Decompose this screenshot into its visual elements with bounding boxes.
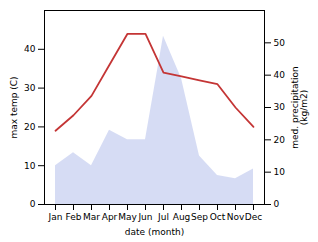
svg-text:40: 40 xyxy=(274,70,286,80)
svg-text:Nov: Nov xyxy=(227,212,245,222)
svg-text:max temp (C): max temp (C) xyxy=(9,76,19,138)
svg-text:50: 50 xyxy=(274,38,286,48)
svg-text:Jun: Jun xyxy=(137,212,152,222)
svg-text:Jan: Jan xyxy=(48,212,63,222)
svg-text:Mar: Mar xyxy=(83,212,100,222)
svg-text:Aug: Aug xyxy=(173,212,191,222)
svg-text:20: 20 xyxy=(24,122,36,132)
svg-text:Feb: Feb xyxy=(66,212,82,222)
svg-text:Jul: Jul xyxy=(157,212,169,222)
svg-text:Apr: Apr xyxy=(102,212,118,222)
svg-text:Oct: Oct xyxy=(210,212,226,222)
svg-text:date (month): date (month) xyxy=(125,227,184,237)
svg-text:10: 10 xyxy=(24,161,36,171)
svg-text:30: 30 xyxy=(24,83,36,93)
svg-text:40: 40 xyxy=(24,44,36,54)
svg-text:May: May xyxy=(118,212,137,222)
svg-text:20: 20 xyxy=(274,135,286,145)
svg-text:0: 0 xyxy=(274,199,280,209)
svg-text:med. precipitation(kg/m2): med. precipitation(kg/m2) xyxy=(290,66,309,148)
svg-text:Sep: Sep xyxy=(191,212,208,222)
svg-text:30: 30 xyxy=(274,102,286,112)
svg-text:Dec: Dec xyxy=(245,212,262,222)
svg-text:0: 0 xyxy=(30,199,36,209)
svg-text:10: 10 xyxy=(274,167,286,177)
